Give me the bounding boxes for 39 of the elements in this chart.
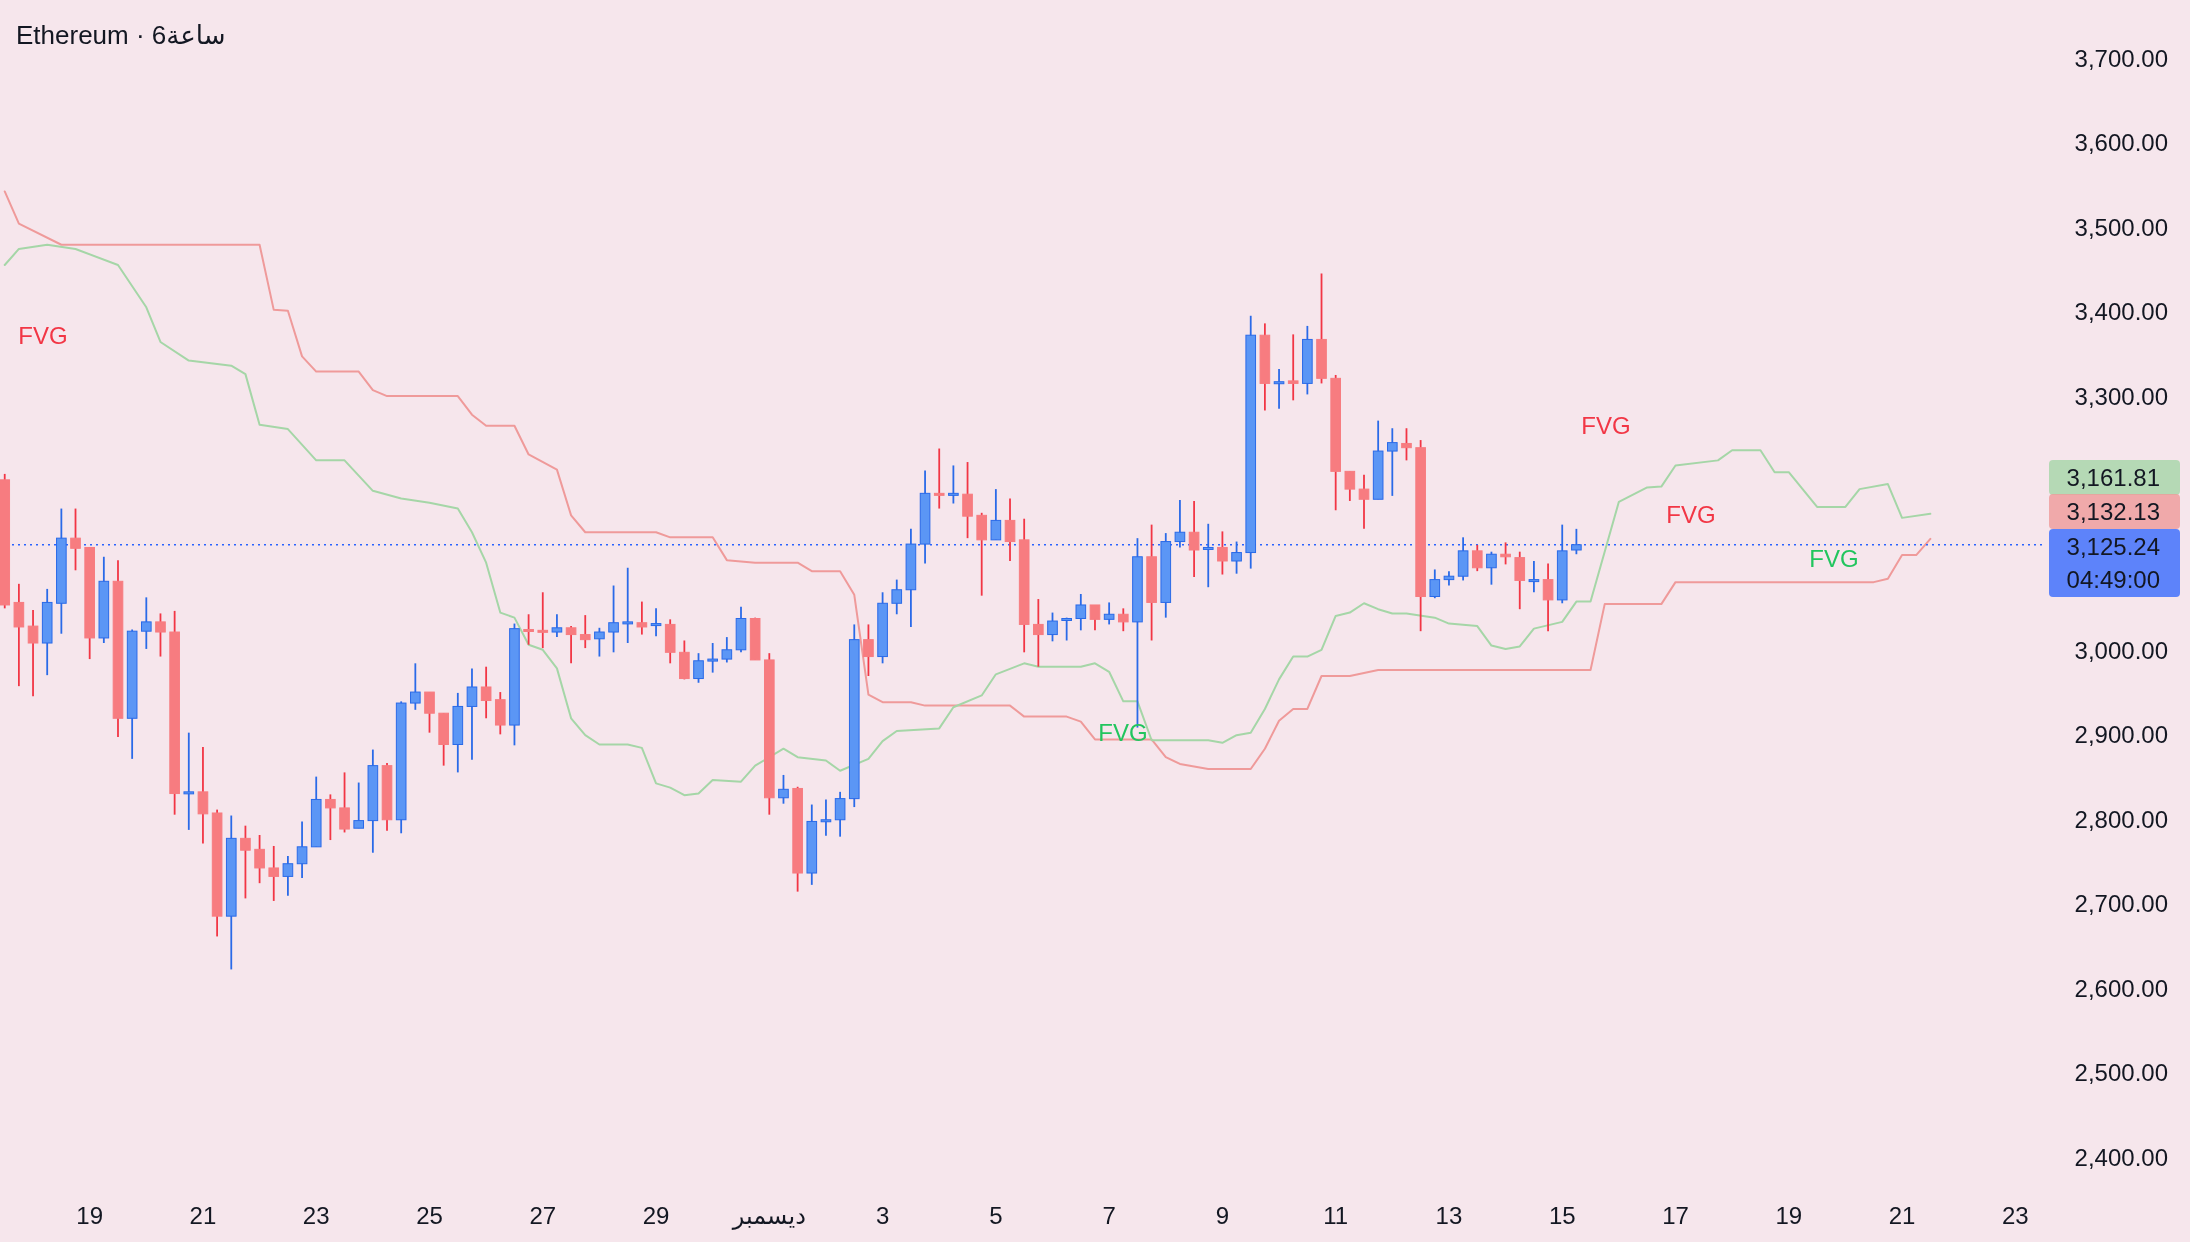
y-tick-label: 2,800.00 <box>2074 805 2168 833</box>
x-tick-label: ديسمبر <box>731 1202 806 1230</box>
x-tick-label: 19 <box>1775 1202 1803 1229</box>
annotation: FVG <box>18 322 68 349</box>
annotation: FVG <box>1581 412 1631 439</box>
y-tick-label: 3,600.00 <box>2074 129 2168 157</box>
y-tick-label: 3,700.00 <box>2074 44 2168 72</box>
x-tick-label: 9 <box>1215 1202 1230 1229</box>
ref-line-label: 3,125.24 04:49:00 <box>2066 533 2160 593</box>
y-tick-label: 3,400.00 <box>2074 298 2168 326</box>
x-tick-label: 19 <box>76 1202 104 1229</box>
annotation: FVG <box>1809 545 1859 572</box>
x-tick-label: 17 <box>1662 1202 1689 1229</box>
annotation: FVG <box>1098 719 1148 746</box>
x-tick-label: 3 <box>875 1202 890 1229</box>
x-tick-label: 27 <box>529 1202 557 1229</box>
y-tick-label: 2,600.00 <box>2074 974 2168 1002</box>
y-tick-label: 3,300.00 <box>2074 382 2168 410</box>
text: 3,161.81 <box>2066 464 2160 491</box>
chart-title: Ethereum · 6ساعة <box>16 20 226 50</box>
annotation: FVG <box>1666 501 1716 528</box>
y-tick-label: 2,900.00 <box>2074 721 2168 749</box>
y-tick-label: 2,700.00 <box>2074 890 2168 918</box>
x-tick-label: 13 <box>1435 1202 1463 1229</box>
y-tick-label: 2,400.00 <box>2074 1144 2168 1171</box>
x-tick-label: 21 <box>1888 1202 1916 1229</box>
x-tick-label: 21 <box>189 1202 217 1229</box>
x-tick-label: 23 <box>302 1202 330 1229</box>
x-tick-label: 29 <box>642 1202 670 1229</box>
x-tick-label: 23 <box>2001 1202 2029 1229</box>
y-tick-label: 3,500.00 <box>2074 213 2168 241</box>
x-tick-label: 7 <box>1102 1202 1116 1229</box>
x-tick-label: 15 <box>1548 1202 1576 1229</box>
x-tick-label: 11 <box>1323 1202 1349 1229</box>
x-tick-label: 25 <box>416 1202 443 1229</box>
text: 3,132.13 <box>2066 498 2160 525</box>
y-tick-label: 2,500.00 <box>2074 1059 2168 1087</box>
x-tick-label: 5 <box>989 1202 1003 1229</box>
y-tick-label: 3,000.00 <box>2074 636 2168 664</box>
